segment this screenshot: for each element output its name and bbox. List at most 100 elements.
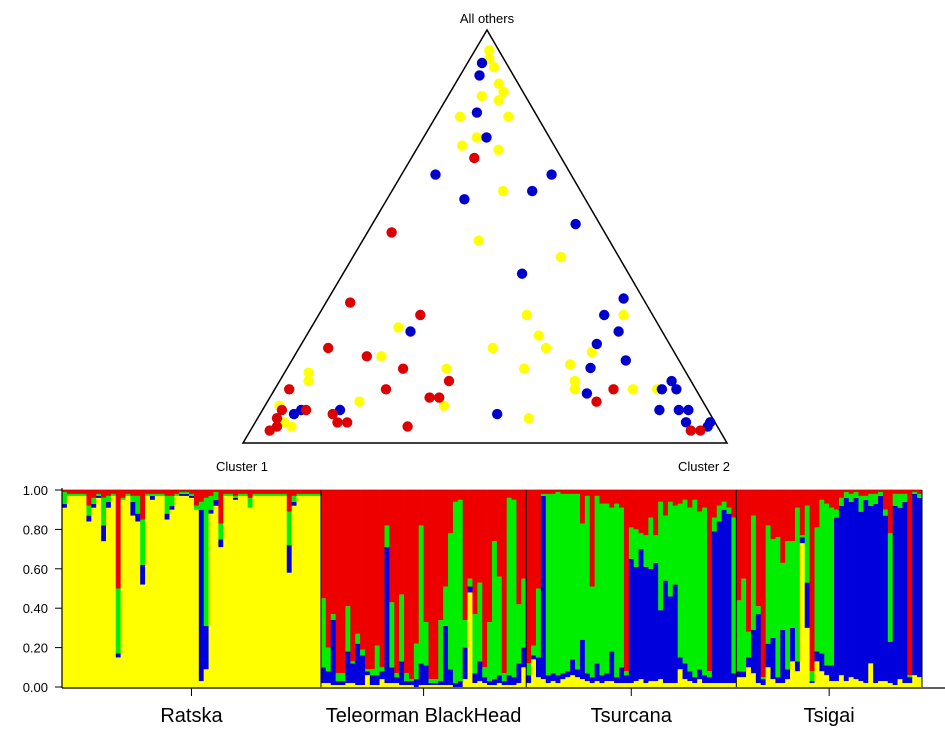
bar-segment-blue	[672, 584, 679, 684]
bar-segment-yellow	[364, 675, 371, 687]
bar-segment-blue	[633, 566, 639, 682]
bar-segment-red	[452, 490, 459, 502]
bar-segment-blue	[345, 651, 351, 684]
bar-segment-green	[633, 529, 639, 567]
bar-segment-blue	[638, 549, 644, 680]
bar-segment-green	[154, 493, 161, 496]
bar-segment-blue	[531, 655, 537, 660]
bar-segment-red	[208, 490, 214, 496]
bar-segment-blue	[438, 681, 444, 686]
ternary-points	[264, 45, 716, 436]
bar-segment-green	[721, 501, 727, 510]
ternary-point-yellow	[533, 330, 544, 341]
bar-segment-red	[428, 490, 434, 680]
bar-segment-red	[526, 490, 532, 664]
bar-segment-green	[643, 535, 649, 567]
bar-segment-yellow	[843, 681, 850, 687]
bar-segment-yellow	[878, 681, 884, 687]
bar-segment-yellow	[472, 683, 478, 687]
y-tick-label: 0.20	[23, 641, 48, 656]
bar-segment-yellow	[71, 495, 78, 687]
bar-segment-yellow	[198, 681, 205, 687]
ternary-point-yellow	[438, 400, 450, 411]
bar-segment-red	[149, 490, 156, 494]
bar-segment-green	[96, 493, 102, 496]
bar-segment-red	[853, 490, 859, 492]
bar-segment-yellow	[145, 495, 151, 687]
bar-segment-green	[272, 493, 278, 496]
bar-segment-red	[76, 490, 82, 494]
bar-segment-green	[687, 507, 693, 672]
bar-segment-blue	[643, 566, 649, 684]
bar-segment-yellow	[86, 521, 92, 687]
bar-segment-green	[790, 541, 796, 628]
bar-segment-blue	[907, 677, 913, 684]
ternary-point-red	[402, 421, 413, 432]
bar-segment-yellow	[736, 677, 742, 687]
bar-segment-blue	[755, 614, 762, 684]
bar-segment-blue	[892, 505, 898, 686]
bar-segment-blue	[96, 495, 102, 498]
bar-segment-blue	[384, 547, 390, 684]
bar-segment-green	[252, 493, 258, 496]
bar-segment-yellow	[540, 679, 547, 687]
bar-segment-yellow	[721, 683, 727, 687]
bar-segment-yellow	[496, 683, 503, 687]
bar-segment-green	[330, 614, 336, 621]
ternary-point-yellow	[476, 90, 487, 102]
bar-segment-red	[628, 490, 635, 528]
bar-segment-blue	[233, 497, 239, 500]
bar-segment-green	[487, 621, 493, 682]
bar-segment-blue	[570, 659, 576, 676]
bar-segment-red	[658, 490, 664, 502]
bar-segment-blue	[364, 671, 371, 676]
bar-segment-yellow	[467, 592, 473, 687]
bar-segment-yellow	[301, 495, 307, 687]
bar-segment-red	[364, 490, 371, 670]
ternary-point-red	[469, 152, 480, 164]
bar-segment-yellow	[794, 671, 801, 687]
bar-segment-red	[873, 490, 879, 494]
bar-segment-red	[868, 490, 874, 494]
bar-segment-blue	[399, 661, 405, 686]
bar-segment-red	[589, 490, 595, 587]
bar-segment-yellow	[428, 685, 434, 687]
bar-segment-red	[345, 490, 351, 607]
bar-segment-yellow	[433, 685, 439, 687]
bar-segment-yellow	[677, 669, 683, 687]
bar-segment-green	[369, 669, 376, 676]
ternary-point-blue	[570, 218, 581, 230]
bar-segment-green	[853, 491, 859, 498]
bar-segment-blue	[614, 677, 620, 684]
bar-segment-green	[584, 495, 591, 674]
bar-segment-red	[575, 490, 581, 494]
bar-segment-red	[594, 490, 600, 496]
bar-segment-green	[799, 535, 806, 538]
ternary-point-yellow	[540, 342, 552, 354]
bar-segment-blue	[325, 671, 332, 684]
bar-segment-green	[682, 499, 688, 664]
bar-segment-blue	[105, 501, 112, 508]
bar-segment-green	[873, 493, 879, 504]
bar-segment-yellow	[731, 683, 737, 687]
bar-segment-blue	[589, 677, 595, 684]
bar-segment-green	[208, 495, 214, 510]
bar-segment-red	[301, 490, 307, 494]
bar-segment-red	[902, 490, 908, 494]
ternary-point-red	[300, 404, 312, 416]
ternary-point-red	[327, 408, 338, 420]
bar-segment-red	[115, 490, 121, 589]
bar-segment-blue	[555, 675, 561, 684]
bar-segment-blue	[912, 493, 918, 676]
bar-segment-yellow	[193, 509, 200, 687]
bar-segment-blue	[858, 511, 864, 682]
bar-segment-red	[648, 490, 654, 518]
bar-segment-green	[907, 675, 913, 678]
bar-segment-yellow	[316, 495, 322, 687]
bar-segment-red	[834, 490, 840, 510]
bar-segment-green	[545, 493, 551, 676]
bar-segment-yellow	[687, 681, 693, 687]
bar-segment-blue	[179, 493, 185, 496]
bar-segment-red	[545, 490, 551, 494]
